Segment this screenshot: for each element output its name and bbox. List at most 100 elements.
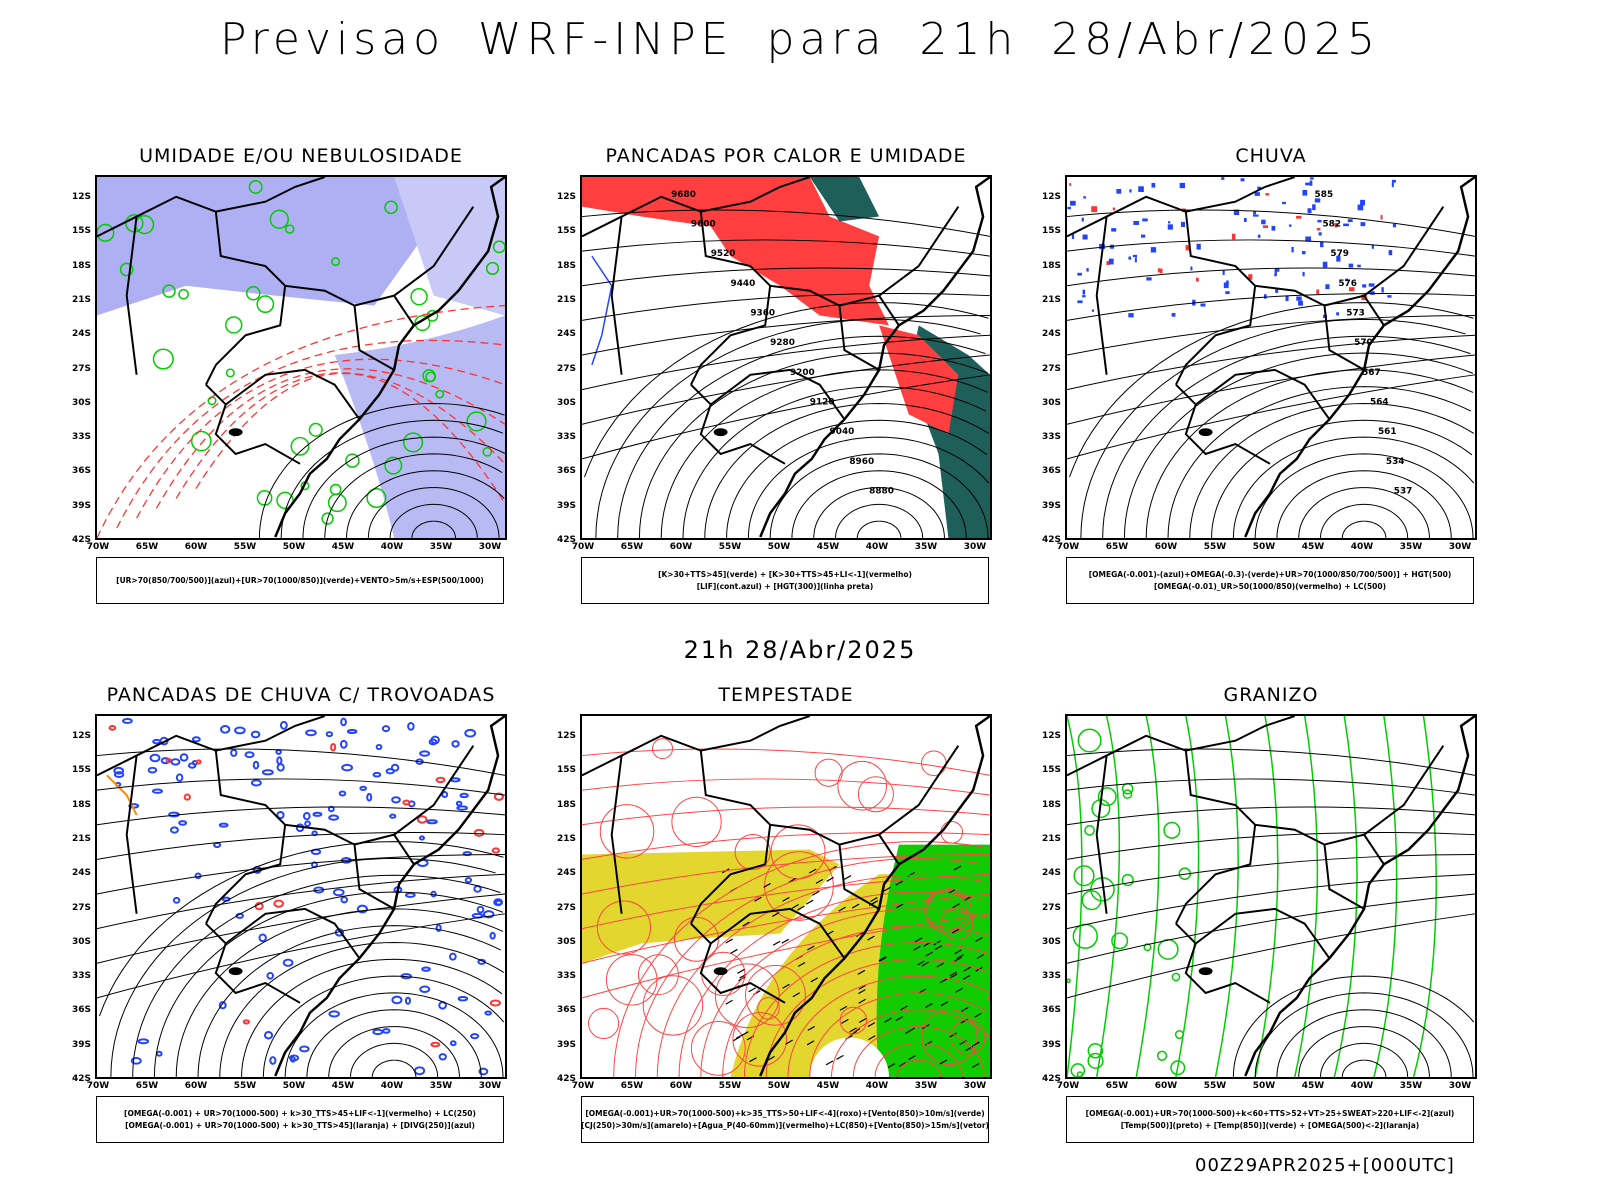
orange-area <box>106 774 138 816</box>
country-border <box>690 922 786 1004</box>
precipitable-water-contour <box>674 916 719 962</box>
contour-line <box>241 958 503 1077</box>
country-border <box>1175 285 1257 386</box>
lon-tick-label: 45W <box>816 542 840 552</box>
wind-vector <box>934 945 943 951</box>
streamline <box>582 314 990 356</box>
wind-vector <box>839 1005 848 1011</box>
divergence-cell <box>390 763 400 772</box>
divergence-cell <box>428 738 438 746</box>
country-border <box>838 844 880 910</box>
lon-tick-label: 30W <box>478 542 502 552</box>
lat-tick-label: 12S <box>556 192 576 202</box>
rain-cell <box>1081 217 1084 222</box>
lat-tick-label: 39S <box>556 500 576 511</box>
temp850-contour <box>1174 1029 1184 1040</box>
lat-tick-label: 30S <box>1041 936 1061 947</box>
lifted-index-contour <box>591 255 613 366</box>
contour-line <box>1298 1026 1430 1077</box>
rain-cell <box>1316 227 1321 231</box>
divergence-cell <box>261 769 274 776</box>
rain-cell <box>1106 261 1111 265</box>
divergence-cell <box>375 743 383 751</box>
rain-cell <box>1309 177 1314 180</box>
panel-pancadas-calor: PANCADAS POR CALOR E UMIDADE 9680 9600 9520… <box>557 145 1010 615</box>
green-contour <box>225 368 235 378</box>
streamline <box>582 267 990 287</box>
contour-line <box>324 453 503 538</box>
coastline <box>274 177 505 538</box>
contour-line <box>99 841 504 1017</box>
contour-line <box>302 436 505 538</box>
divergence-cell <box>418 835 426 841</box>
divergence-cell <box>405 892 416 898</box>
rain-cell <box>1302 271 1305 277</box>
green-contour <box>482 447 493 457</box>
green-contour <box>248 179 263 194</box>
rain-cell <box>1069 183 1072 186</box>
divergence-cell <box>493 792 504 801</box>
contour-line <box>175 908 504 1077</box>
contour-line <box>1254 992 1474 1077</box>
precipitable-water-contour <box>940 907 974 941</box>
wind-vector <box>962 974 971 980</box>
rain-cell <box>1243 217 1247 222</box>
lat-tick-label: 24S <box>71 329 91 340</box>
divergence-cell <box>455 800 463 807</box>
precipitable-water-contour <box>857 776 894 813</box>
country-border <box>1095 216 1108 375</box>
rain-cell <box>1071 233 1075 239</box>
panel-umidade: UMIDADE E/OU NEBULOSIDADE 12S 15S 18S 21S 24S… <box>72 145 525 615</box>
contour-line <box>660 369 989 538</box>
rain-cell <box>1070 200 1076 206</box>
contour-line <box>1232 975 1475 1077</box>
rain-cell <box>1345 278 1348 282</box>
lon-tick-label: 60W <box>1154 542 1178 552</box>
lat-tick-label: 36S <box>1041 1005 1061 1016</box>
green-contour <box>162 284 176 298</box>
contour-line <box>656 874 987 1077</box>
lon-tick-label: 30W <box>963 1081 987 1091</box>
country-border <box>1184 211 1385 326</box>
contour-line <box>852 1026 985 1077</box>
lon-tick-label: 35W <box>429 1081 453 1091</box>
wind-vector <box>939 1059 948 1065</box>
lat-tick-label: 21S <box>556 294 576 305</box>
wind-vector <box>725 938 734 944</box>
wind-vector <box>895 880 903 886</box>
lat-tick-label: 15S <box>556 226 576 237</box>
wind-vector <box>925 1003 933 1009</box>
lat-tick-label: 27S <box>71 363 91 374</box>
jet-area-yellow <box>582 849 840 964</box>
rain-cell <box>1077 272 1082 276</box>
precipitable-water-contour <box>599 804 655 859</box>
divergence-cell <box>366 792 373 802</box>
country-border <box>205 824 287 925</box>
contour-line <box>1080 318 1466 538</box>
contour-label: 576 <box>1338 279 1357 289</box>
divergence-cell <box>449 1040 457 1047</box>
country-border <box>1195 368 1331 420</box>
divergence-cell <box>305 729 317 737</box>
streamline <box>582 853 990 895</box>
lat-tick-label: 18S <box>1041 260 1061 271</box>
green-contour <box>178 288 189 300</box>
lat-tick-label: 30S <box>556 397 576 408</box>
wind-vector <box>851 903 860 909</box>
contour-line <box>747 436 990 538</box>
coastline <box>1244 177 1475 538</box>
divergence-cell <box>391 995 403 1005</box>
country-border <box>1184 750 1385 865</box>
divergence-cell <box>493 898 504 907</box>
temp850-contour <box>1067 716 1083 1077</box>
country-border <box>610 755 623 914</box>
thickness-contour <box>155 368 505 509</box>
wind-vector <box>954 956 962 962</box>
forecast-time-label: 21h 28/Abr/2025 <box>683 636 917 664</box>
rain-cell <box>1111 228 1117 232</box>
green-contour <box>207 396 217 406</box>
divergence-cell <box>242 1019 251 1025</box>
rain-cell <box>1140 234 1146 238</box>
country-border <box>1175 824 1257 925</box>
contour-line <box>1341 520 1387 538</box>
